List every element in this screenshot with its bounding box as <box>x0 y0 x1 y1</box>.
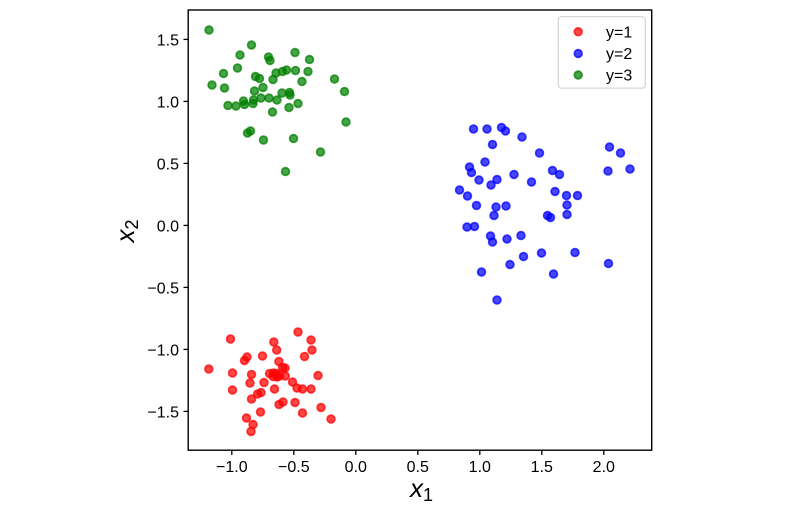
svg-text:x2: x2 <box>110 219 142 244</box>
svg-text:x1: x1 <box>408 473 433 505</box>
svg-text:1.0: 1.0 <box>157 94 179 111</box>
svg-text:−0.5: −0.5 <box>147 280 179 297</box>
svg-text:0.5: 0.5 <box>407 459 429 476</box>
svg-text:2.0: 2.0 <box>593 459 615 476</box>
svg-text:1.0: 1.0 <box>469 459 491 476</box>
svg-text:y=2: y=2 <box>606 46 632 63</box>
svg-text:y=1: y=1 <box>606 25 632 42</box>
svg-text:0.0: 0.0 <box>157 218 179 235</box>
svg-text:1.5: 1.5 <box>531 459 553 476</box>
svg-text:−1.0: −1.0 <box>216 459 248 476</box>
svg-text:−1.5: −1.5 <box>147 404 179 421</box>
svg-text:1.5: 1.5 <box>157 32 179 49</box>
svg-text:0.5: 0.5 <box>157 156 179 173</box>
svg-text:y=3: y=3 <box>606 68 632 85</box>
svg-text:0.0: 0.0 <box>345 459 367 476</box>
svg-text:−0.5: −0.5 <box>278 459 310 476</box>
svg-text:−1.0: −1.0 <box>147 342 179 359</box>
